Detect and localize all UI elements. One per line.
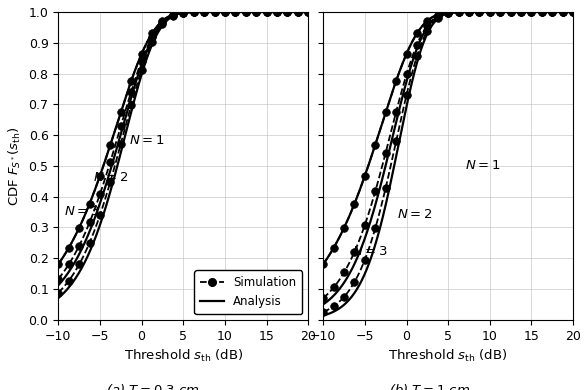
Text: $N = 1$: $N = 1$ (129, 135, 165, 147)
Y-axis label: CDF $F_{S^*}(s_{\mathrm{th}})$: CDF $F_{S^*}(s_{\mathrm{th}})$ (7, 126, 23, 206)
X-axis label: Threshold $s_{\mathrm{th}}$ (dB): Threshold $s_{\mathrm{th}}$ (dB) (123, 348, 243, 364)
Text: (a) $T = 0.3$ cm: (a) $T = 0.3$ cm (106, 382, 200, 390)
Text: $N = 3$: $N = 3$ (352, 245, 388, 258)
X-axis label: Threshold $s_{\mathrm{th}}$ (dB): Threshold $s_{\mathrm{th}}$ (dB) (389, 348, 508, 364)
Text: $N = 2$: $N = 2$ (93, 171, 129, 184)
Text: $N = 3$: $N = 3$ (64, 205, 100, 218)
Text: (b) $T = 1$ cm: (b) $T = 1$ cm (389, 382, 470, 390)
Legend: Simulation, Analysis: Simulation, Analysis (195, 270, 302, 314)
Text: $N = 2$: $N = 2$ (396, 208, 432, 221)
Text: $N = 1$: $N = 1$ (465, 159, 500, 172)
